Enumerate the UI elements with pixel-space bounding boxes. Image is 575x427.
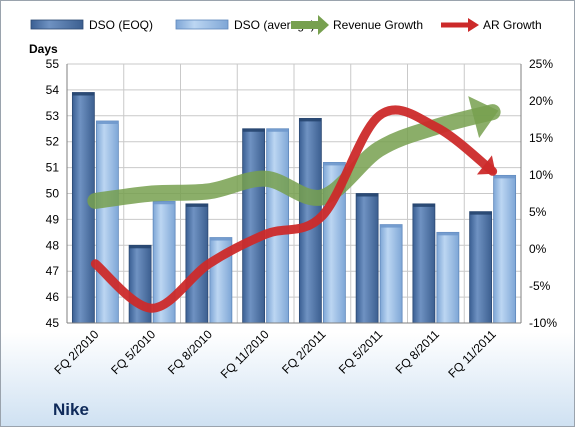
bar-top-cap bbox=[96, 120, 119, 124]
bar-dso-average bbox=[379, 224, 403, 324]
bar-dso-eoq bbox=[469, 211, 493, 324]
bar-dso-eoq bbox=[412, 203, 436, 324]
series-ar-growth bbox=[90, 105, 498, 313]
y-right-tick-label: -10% bbox=[529, 316, 557, 330]
bar-top-cap bbox=[493, 175, 516, 179]
legend-label: AR Growth bbox=[483, 18, 542, 32]
y-left-tick-label: 45 bbox=[46, 316, 60, 330]
y-left-tick-label: 50 bbox=[46, 187, 60, 201]
x-tick-label: FQ 2/2010 bbox=[52, 327, 102, 377]
bar-top-cap bbox=[185, 203, 208, 207]
x-tick-label: FQ 2/2011 bbox=[279, 327, 329, 377]
y-left-tick-label: 54 bbox=[46, 83, 60, 97]
y-left-tick-label: 52 bbox=[46, 135, 60, 149]
y-left-tick-label: 53 bbox=[46, 109, 60, 123]
y-left-tick-label: 48 bbox=[46, 238, 60, 252]
y-right-tick-label: 10% bbox=[529, 168, 553, 182]
x-tick-label: FQ 5/2010 bbox=[108, 327, 158, 377]
legend-swatch-arrow bbox=[318, 15, 329, 35]
bar-top-cap bbox=[323, 162, 346, 166]
y-right-tick-label: 20% bbox=[529, 94, 553, 108]
y-right-tick-label: 5% bbox=[529, 205, 547, 219]
bar-top-cap bbox=[299, 118, 322, 122]
legend-swatch bbox=[175, 19, 229, 30]
legend-swatch bbox=[30, 19, 84, 30]
x-tick-label: FQ 8/2010 bbox=[165, 327, 215, 377]
bar-top-cap bbox=[266, 128, 289, 132]
series-line bbox=[87, 104, 501, 209]
bar-top-cap bbox=[436, 232, 459, 236]
bar-dso-eoq bbox=[71, 92, 95, 324]
legend-label: Revenue Growth bbox=[333, 18, 423, 32]
legend-item: Revenue Growth bbox=[291, 15, 423, 35]
y-right-tick-label: 0% bbox=[529, 242, 547, 256]
y-left-tick-label: 55 bbox=[46, 57, 60, 71]
y-right-tick-label: 25% bbox=[529, 57, 553, 71]
y-left-tick-label: 47 bbox=[46, 264, 60, 278]
legend-item: AR Growth bbox=[441, 18, 542, 32]
x-tick-label: FQ 8/2011 bbox=[393, 327, 443, 377]
company-name: Nike bbox=[53, 400, 89, 419]
x-tick-label: FQ 11/2010 bbox=[218, 327, 272, 381]
bar-dso-average bbox=[95, 120, 119, 324]
bar-dso-average bbox=[436, 231, 460, 324]
bar-top-cap bbox=[356, 193, 379, 197]
y-left-tick-label: 46 bbox=[46, 290, 60, 304]
bar-dso-eoq bbox=[242, 128, 266, 324]
y-left-tick-label: 51 bbox=[46, 161, 60, 175]
bar-dso-eoq bbox=[355, 193, 379, 324]
series-arrow-head bbox=[468, 96, 499, 138]
y-left-tick-label: 49 bbox=[46, 212, 60, 226]
legend-label: DSO (EOQ) bbox=[89, 18, 153, 32]
legend-swatch-arrow bbox=[468, 18, 479, 32]
bar-top-cap bbox=[129, 245, 152, 249]
bar-top-cap bbox=[209, 237, 232, 241]
y-right-tick-label: -5% bbox=[529, 279, 551, 293]
series-line bbox=[90, 105, 498, 313]
bar-top-cap bbox=[153, 201, 176, 205]
x-tick-label: FQ 11/2011 bbox=[445, 327, 499, 381]
y-left-axis-title: Days bbox=[29, 42, 58, 56]
bar-top-cap bbox=[469, 211, 492, 215]
legend-item: DSO (EOQ) bbox=[30, 18, 153, 32]
x-tick-label: FQ 5/2011 bbox=[336, 327, 386, 377]
bar-top-cap bbox=[380, 224, 403, 228]
series-arrow-head bbox=[476, 155, 496, 175]
y-right-tick-label: 15% bbox=[529, 131, 553, 145]
bar-top-cap bbox=[72, 92, 95, 96]
bar-top-cap bbox=[242, 128, 265, 132]
bar-top-cap bbox=[412, 203, 435, 207]
bar-dso-average bbox=[493, 174, 517, 324]
